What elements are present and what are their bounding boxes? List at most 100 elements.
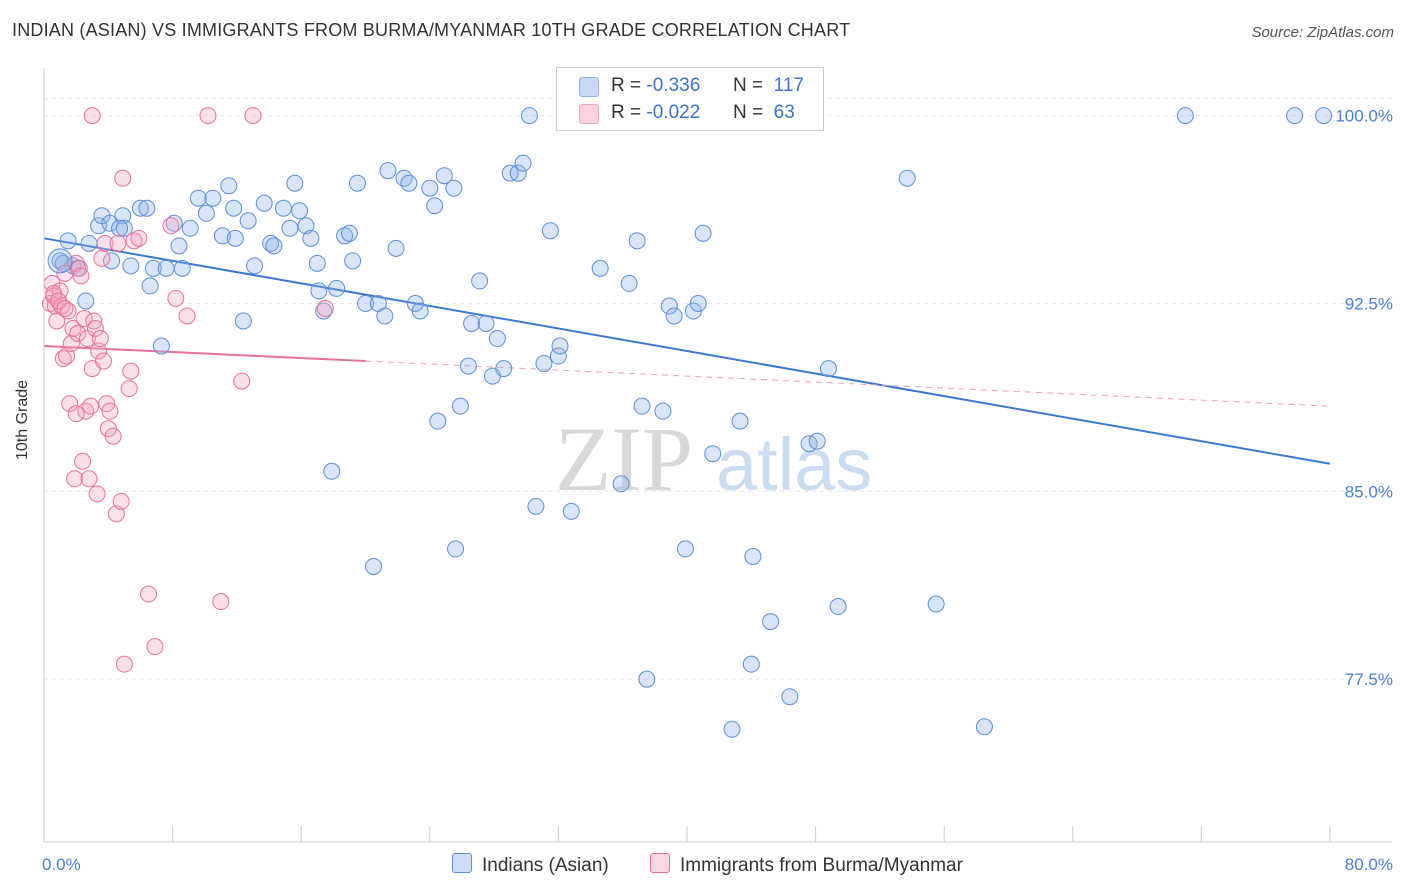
point-indians	[551, 337, 569, 355]
point-burma	[66, 470, 84, 488]
point-indians	[562, 502, 580, 520]
point-indians	[225, 199, 243, 217]
point-burma	[199, 107, 217, 125]
legend-n-label: N =	[733, 75, 764, 96]
point-burma	[101, 402, 119, 420]
point-burma	[122, 362, 140, 380]
legend-item-indians[interactable]: Indians (Asian)	[452, 853, 609, 877]
point-burma	[178, 307, 196, 325]
point-indians	[426, 197, 444, 215]
point-burma	[233, 372, 251, 390]
point-indians	[111, 219, 129, 237]
point-indians	[265, 237, 283, 255]
y-tick-label: 92.5%	[1345, 294, 1393, 313]
point-indians	[122, 257, 140, 275]
point-indians	[829, 598, 847, 616]
point-burma	[114, 169, 132, 187]
point-burma	[94, 352, 112, 370]
point-indians	[365, 557, 383, 575]
point-burma	[112, 492, 130, 510]
legend-swatch-burma	[579, 104, 599, 124]
chart-title: INDIAN (ASIAN) VS IMMIGRANTS FROM BURMA/…	[12, 20, 851, 40]
point-indians	[262, 234, 280, 252]
point-indians	[197, 204, 215, 222]
point-indians	[488, 330, 506, 348]
point-indians	[421, 179, 439, 197]
x-tick-label: 80.0%	[1345, 855, 1393, 874]
point-burma	[162, 217, 180, 235]
source-label: Source: ZipAtlas.com	[1251, 24, 1394, 41]
point-indians	[429, 412, 447, 430]
point-indians	[297, 217, 315, 235]
watermark: ZIP atlas	[555, 408, 872, 510]
point-burma	[167, 289, 185, 307]
point-indians	[315, 302, 333, 320]
legend-row-burma: R = -0.022 N = 63	[557, 101, 823, 127]
point-burma	[139, 585, 157, 603]
point-indians	[226, 229, 244, 247]
point-indians	[541, 222, 559, 240]
point-burma	[75, 309, 93, 327]
point-indians	[328, 279, 346, 297]
point-indians	[689, 294, 707, 312]
point-burma	[96, 234, 114, 252]
point-indians	[527, 497, 545, 515]
point-burma	[74, 452, 92, 470]
legend-r-label: R =	[611, 102, 642, 123]
point-indians	[115, 219, 133, 237]
point-indians	[173, 259, 191, 277]
point-burma	[69, 325, 87, 343]
point-indians	[77, 292, 95, 310]
point-indians	[520, 107, 538, 125]
point-indians	[742, 655, 760, 673]
point-burma	[56, 299, 74, 317]
point-indians	[445, 179, 463, 197]
point-indians	[781, 688, 799, 706]
point-indians	[762, 613, 780, 631]
trend-line-indians	[43, 237, 1331, 465]
point-indians	[744, 547, 762, 565]
point-burma	[90, 342, 108, 360]
legend-swatch-indians	[452, 853, 472, 873]
point-burma	[146, 638, 164, 656]
point-indians	[387, 239, 405, 257]
point-indians	[628, 232, 646, 250]
point-burma	[316, 299, 334, 317]
point-indians	[819, 360, 837, 378]
legend-n: N = 117	[733, 75, 804, 97]
point-indians	[376, 307, 394, 325]
point-indians	[157, 259, 175, 277]
point-burma	[115, 655, 133, 673]
point-indians	[400, 174, 418, 192]
point-indians	[495, 360, 513, 378]
point-burma	[54, 350, 72, 368]
correlation-legend: R = -0.336 N = 117 R = -0.022 N = 63	[556, 67, 824, 131]
point-indians	[141, 277, 159, 295]
point-indians	[379, 162, 397, 180]
legend-item-burma[interactable]: Immigrants from Burma/Myanmar	[650, 853, 963, 877]
point-indians	[213, 227, 231, 245]
point-indians	[927, 595, 945, 613]
point-indians	[114, 207, 132, 225]
point-burma	[244, 107, 262, 125]
point-indians	[144, 259, 162, 277]
point-indians	[308, 254, 326, 272]
point-indians	[189, 189, 207, 207]
point-indians	[152, 337, 170, 355]
point-indians	[340, 224, 358, 242]
point-indians	[808, 432, 826, 450]
legend-n-label: N =	[733, 102, 764, 123]
point-burma	[83, 107, 101, 125]
point-indians	[255, 194, 273, 212]
point-burma	[125, 232, 143, 250]
point-burma	[109, 234, 127, 252]
point-indians	[138, 199, 156, 217]
point-burma	[48, 312, 66, 330]
point-burma	[130, 229, 148, 247]
point-indians	[47, 248, 73, 274]
point-indians	[638, 670, 656, 688]
grid-lines	[44, 98, 1392, 680]
legend-r-value: -0.022	[646, 102, 701, 123]
point-indians	[591, 259, 609, 277]
point-indians	[204, 189, 222, 207]
